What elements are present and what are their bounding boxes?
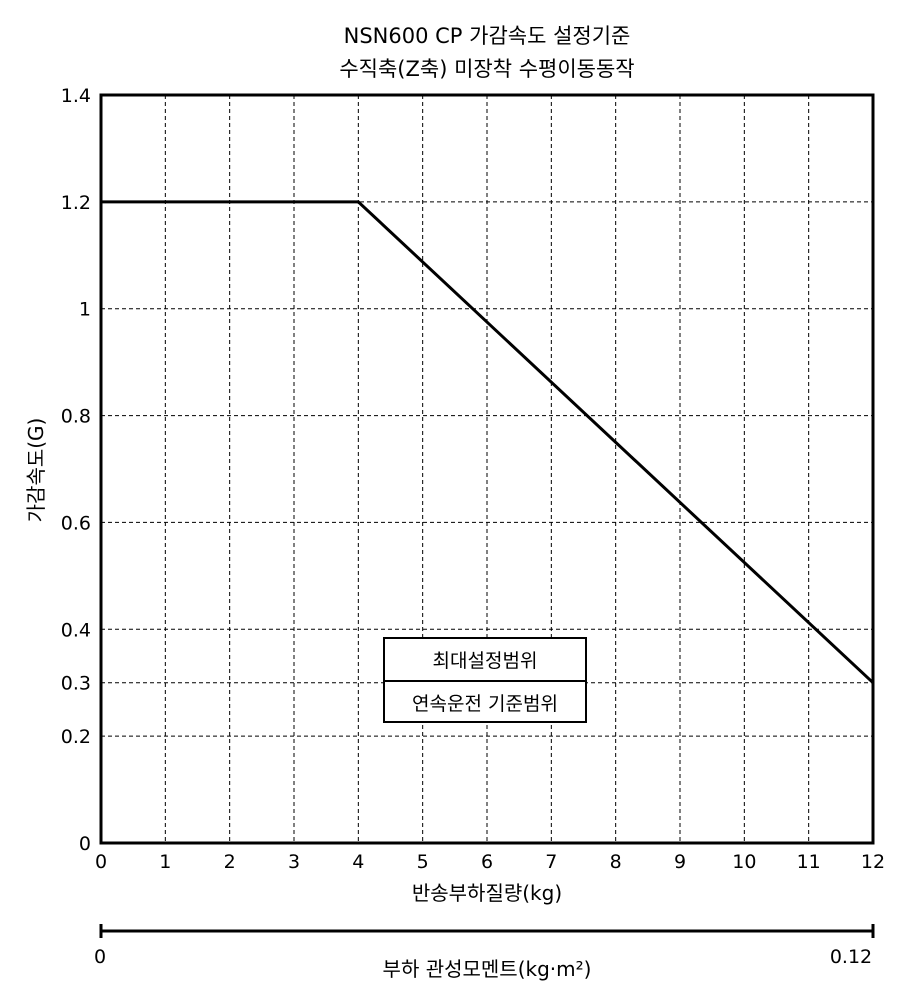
x-tick-labels: 0 1 2 3 4 5 6 7 8 9 10 11 12	[95, 851, 885, 873]
x-axis-label: 반송부하질량(kg)	[412, 881, 562, 905]
y-tick-labels: 0 0.2 0.3 0.4 0.6 0.8 1 1.2 1.4	[61, 85, 91, 855]
series-line	[101, 200, 875, 684]
y-tick-label: 1.2	[61, 192, 91, 214]
x-tick-label: 9	[674, 851, 686, 873]
x-tick-label: 11	[797, 851, 821, 873]
x-tick-label: 10	[732, 851, 756, 873]
y-tick-label: 0.8	[61, 406, 91, 428]
y-axis-label: 가감속도(G)	[24, 418, 48, 523]
y-tick-label: 0.3	[61, 673, 91, 695]
x-tick-label: 2	[224, 851, 236, 873]
y-tick-label: 0.6	[61, 512, 91, 534]
y-tick-label: 0.4	[61, 619, 91, 641]
secondary-axis-label: 부하 관성모멘트(kg·m²)	[383, 957, 592, 981]
x-tick-label: 3	[288, 851, 300, 873]
x-tick-label: 7	[545, 851, 557, 873]
y-tick-label: 1.4	[61, 85, 91, 107]
grid	[101, 95, 873, 843]
secondary-axis-min-label: 0	[94, 946, 106, 968]
y-tick-label: 0.2	[61, 726, 91, 748]
x-tick-label: 0	[95, 851, 107, 873]
legend-box: 최대설정범위 연속운전 기준범위	[383, 637, 587, 723]
legend-box-top-label: 최대설정범위	[433, 650, 538, 672]
x-tick-label: 6	[481, 851, 493, 873]
chart-title: NSN600 CP 가감속도 설정기준	[344, 24, 631, 48]
x-tick-label: 8	[610, 851, 622, 873]
y-tick-label: 1	[79, 299, 91, 321]
series-layer	[101, 200, 875, 684]
x-tick-label: 1	[159, 851, 171, 873]
secondary-axis-max-label: 0.12	[830, 946, 872, 968]
x-tick-label: 12	[861, 851, 885, 873]
legend-box-bottom-label: 연속운전 기준범위	[412, 693, 558, 715]
x-tick-label: 5	[417, 851, 429, 873]
y-tick-label: 0	[79, 833, 91, 855]
x-tick-label: 4	[352, 851, 364, 873]
plot-frame	[99, 93, 875, 845]
secondary-axis: 0 0.12 부하 관성모멘트(kg·m²)	[94, 924, 875, 981]
chart-subtitle: 수직축(Z축) 미장착 수평이동동작	[339, 57, 634, 81]
